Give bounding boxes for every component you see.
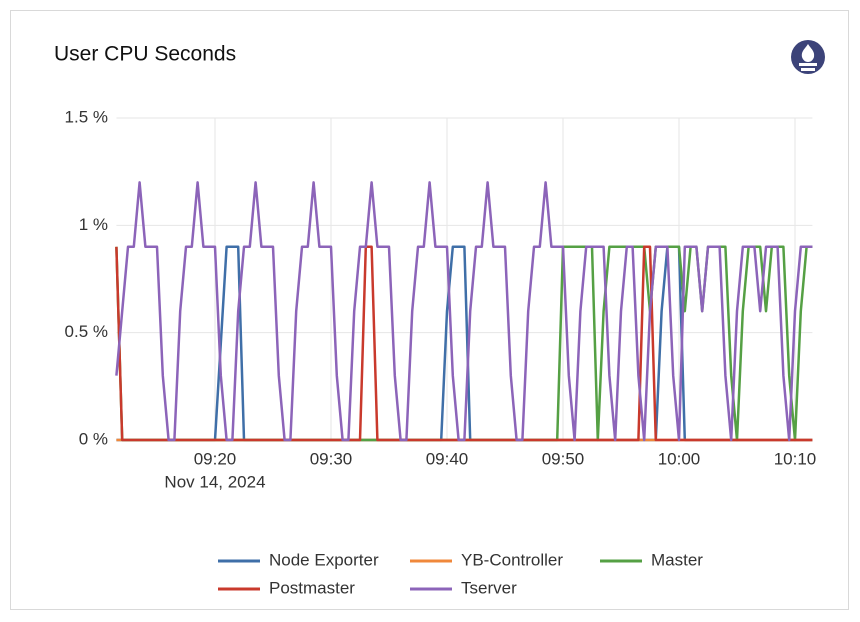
series-line bbox=[115, 181, 813, 442]
y-tick-label: 0.5 % bbox=[65, 322, 108, 341]
x-tick-label: 09:40 bbox=[426, 449, 469, 468]
logo-icon bbox=[791, 40, 825, 74]
legend-label: YB-Controller bbox=[461, 550, 563, 569]
y-tick-label: 1.5 % bbox=[65, 107, 108, 126]
x-tick-label: 09:20 bbox=[194, 449, 237, 468]
legend-label: Tserver bbox=[461, 578, 517, 597]
legend-label: Postmaster bbox=[269, 578, 355, 597]
x-date-label: Nov 14, 2024 bbox=[164, 472, 265, 491]
legend-label: Node Exporter bbox=[269, 550, 379, 569]
card bbox=[10, 10, 849, 610]
x-tick-label: 10:10 bbox=[774, 449, 817, 468]
y-tick-label: 0 % bbox=[79, 429, 108, 448]
legend-label: Master bbox=[651, 550, 703, 569]
x-tick-label: 09:30 bbox=[310, 449, 353, 468]
y-tick-label: 1 % bbox=[79, 215, 108, 234]
x-tick-label: 10:00 bbox=[658, 449, 701, 468]
x-tick-label: 09:50 bbox=[542, 449, 585, 468]
chart-title: User CPU Seconds bbox=[54, 43, 236, 66]
